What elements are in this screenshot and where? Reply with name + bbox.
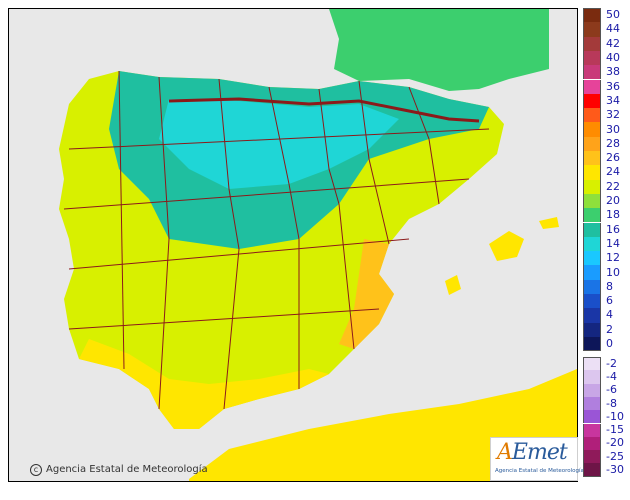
legend-label: -25 xyxy=(606,449,624,463)
southern-warm-zone xyxy=(79,339,329,429)
legend-label: -15 xyxy=(606,423,624,437)
legend-label: 44 xyxy=(606,22,620,36)
legend-label: 42 xyxy=(606,36,620,50)
balearic-mallorca xyxy=(489,231,524,261)
legend-swatch xyxy=(583,265,601,280)
legend-label: 18 xyxy=(606,208,620,222)
legend-swatch xyxy=(583,450,601,464)
aemet-logo-wordmark: AEmet xyxy=(497,440,568,465)
legend-label: 8 xyxy=(606,279,613,293)
legend-label: 40 xyxy=(606,51,620,65)
legend-label: 38 xyxy=(606,65,620,79)
legend-label: 32 xyxy=(606,108,620,122)
legend-label: 22 xyxy=(606,179,620,193)
legend-label: 24 xyxy=(606,165,620,179)
legend-label: 14 xyxy=(606,236,620,250)
legend-label: 50 xyxy=(606,8,620,22)
legend-label: 16 xyxy=(606,222,620,236)
balearic-ibiza xyxy=(445,275,461,295)
province-borders xyxy=(63,70,490,410)
legend-swatch xyxy=(583,370,601,384)
legend-label: -10 xyxy=(606,409,624,423)
legend-swatch xyxy=(583,423,601,437)
legend-label: 2 xyxy=(606,322,613,336)
legend-label: 12 xyxy=(606,251,620,265)
legend-swatch xyxy=(583,236,601,252)
legend-swatch xyxy=(583,357,601,371)
legend-swatch xyxy=(583,279,601,294)
legend-label: -8 xyxy=(606,396,617,410)
legend-label: 0 xyxy=(606,337,613,351)
legend-swatch xyxy=(583,193,601,209)
legend-label: 10 xyxy=(606,265,620,279)
central-cold-zone xyxy=(159,99,399,189)
legend-label: -2 xyxy=(606,356,617,370)
legend-swatch xyxy=(583,151,601,166)
balearic-menorca xyxy=(539,217,559,229)
legend-label: 28 xyxy=(606,136,620,150)
legend-label: -6 xyxy=(606,383,617,397)
legend-label: 20 xyxy=(606,194,620,208)
legend-label: 26 xyxy=(606,151,620,165)
legend-swatch xyxy=(583,294,601,309)
legend-swatch xyxy=(583,50,601,66)
legend-label: 34 xyxy=(606,93,620,107)
legend-swatch xyxy=(583,22,601,37)
aemet-logo-subtitle: Agencia Estatal de Meteorología xyxy=(495,468,584,474)
southeast-warm-coast xyxy=(339,239,394,349)
legend-swatch xyxy=(583,436,601,451)
copyright-notice: c Agencia Estatal de Meteorología xyxy=(30,464,208,476)
copyright-text: Agencia Estatal de Meteorología xyxy=(46,464,208,475)
north-africa-landmass xyxy=(189,369,577,481)
legend-swatch xyxy=(583,165,601,180)
legend-swatch xyxy=(583,396,601,411)
legend-swatch xyxy=(583,322,601,337)
legend-swatch xyxy=(583,336,601,352)
legend-swatch xyxy=(583,208,601,223)
legend-swatch xyxy=(583,93,601,109)
legend-label: 36 xyxy=(606,79,620,93)
legend-label: 30 xyxy=(606,122,620,136)
legend-swatch xyxy=(583,122,601,137)
france-landmass xyxy=(329,9,549,91)
legend-swatch xyxy=(583,65,601,80)
legend-swatch xyxy=(583,136,601,151)
legend-label: -4 xyxy=(606,369,617,383)
pyrenees-ridge xyxy=(168,97,480,123)
legend-label: 4 xyxy=(606,308,613,322)
legend-label: 6 xyxy=(606,294,613,308)
aemet-logo: AEmet Agencia Estatal de Meteorología xyxy=(490,437,584,481)
legend-swatch xyxy=(583,79,601,94)
copyright-icon: c xyxy=(30,464,42,476)
legend-swatch xyxy=(583,222,601,237)
legend-swatch xyxy=(583,179,601,194)
legend-swatch xyxy=(583,251,601,266)
map-canvas xyxy=(59,9,577,481)
legend-swatch xyxy=(583,108,601,123)
legend-swatch xyxy=(583,383,601,397)
legend-swatch xyxy=(583,8,601,23)
legend-swatch xyxy=(583,410,601,424)
legend-label: -20 xyxy=(606,436,624,450)
legend-swatch xyxy=(583,36,601,51)
legend-swatch xyxy=(583,463,601,477)
legend-swatch xyxy=(583,308,601,323)
legend-label: -30 xyxy=(606,463,624,477)
temperature-map xyxy=(8,8,578,482)
